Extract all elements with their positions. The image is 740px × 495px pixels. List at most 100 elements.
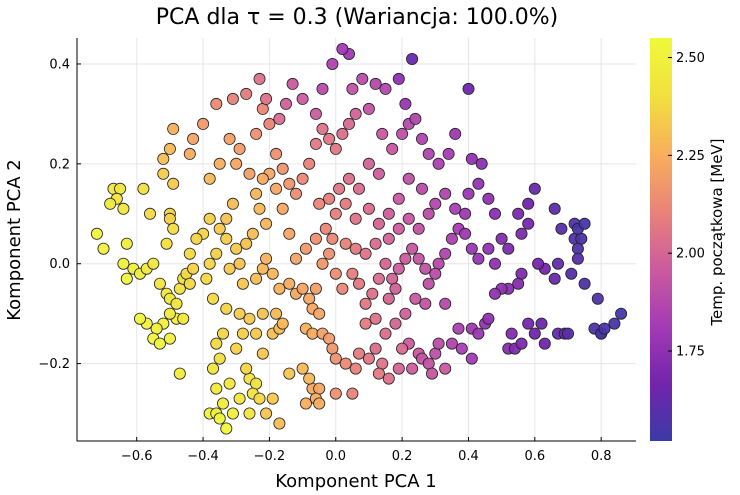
data-point	[309, 137, 322, 150]
data-point	[223, 377, 236, 390]
data-point	[256, 172, 269, 185]
data-point	[250, 187, 263, 200]
data-point	[296, 92, 309, 105]
data-point	[386, 272, 399, 285]
data-point	[548, 202, 561, 215]
data-point	[117, 202, 130, 215]
data-point	[273, 112, 286, 125]
data-point	[352, 182, 365, 195]
x-tick-label: 0.2	[392, 449, 413, 464]
data-point	[399, 252, 412, 265]
data-point	[522, 197, 535, 210]
data-point	[422, 147, 435, 160]
data-point	[359, 297, 372, 310]
data-point	[429, 197, 442, 210]
data-point	[505, 327, 518, 340]
data-point	[608, 317, 621, 330]
data-point	[535, 317, 548, 330]
data-point	[352, 347, 365, 360]
data-point	[276, 317, 289, 330]
data-point	[346, 82, 359, 95]
data-point	[190, 232, 203, 245]
data-point	[369, 342, 382, 355]
data-point	[465, 242, 478, 255]
data-point	[253, 72, 266, 85]
data-point	[342, 172, 355, 185]
data-point	[283, 367, 296, 380]
y-tick-label: 0.4	[49, 57, 70, 72]
data-point	[432, 257, 445, 270]
data-point	[578, 217, 591, 230]
data-point	[243, 312, 256, 325]
data-point	[515, 227, 528, 240]
data-point	[402, 212, 415, 225]
data-point	[571, 242, 584, 255]
data-point	[213, 222, 226, 235]
y-ticks: −0.2 0.0 0.2 0.4	[38, 57, 81, 372]
data-point	[459, 207, 472, 220]
data-point	[445, 232, 458, 245]
data-point	[104, 197, 117, 210]
data-point	[429, 347, 442, 360]
data-point	[552, 257, 565, 270]
colorbar-tick-label: 2.25	[676, 149, 705, 164]
data-point	[167, 222, 180, 235]
data-point	[349, 107, 362, 120]
data-point	[429, 267, 442, 280]
data-point	[439, 297, 452, 310]
data-point	[260, 252, 273, 265]
data-point	[409, 292, 422, 305]
data-point	[369, 77, 382, 90]
data-point	[286, 77, 299, 90]
data-point	[230, 342, 243, 355]
data-point	[319, 222, 332, 235]
data-point	[223, 262, 236, 275]
data-point	[226, 407, 239, 420]
data-point	[379, 82, 392, 95]
data-point	[372, 367, 385, 380]
data-point	[163, 142, 176, 155]
colorbar-label: Temp. początkowa [MeV]	[708, 138, 726, 326]
data-point	[562, 327, 575, 340]
data-point	[339, 357, 352, 370]
data-point	[379, 327, 392, 340]
data-point	[538, 337, 551, 350]
data-point	[512, 207, 525, 220]
data-point	[203, 212, 216, 225]
data-point	[392, 222, 405, 235]
data-point	[515, 337, 528, 350]
data-point	[439, 187, 452, 200]
data-point	[419, 262, 432, 275]
data-point	[482, 192, 495, 205]
data-point	[326, 232, 339, 245]
data-point	[260, 217, 273, 230]
data-point	[167, 122, 180, 135]
data-point	[256, 347, 269, 360]
data-point	[349, 362, 362, 375]
data-point	[230, 242, 243, 255]
data-point	[163, 307, 176, 320]
data-point	[187, 262, 200, 275]
data-point	[316, 257, 329, 270]
data-point	[210, 97, 223, 110]
data-point	[299, 242, 312, 255]
data-point	[250, 127, 263, 140]
data-point	[240, 237, 253, 250]
data-point	[256, 262, 269, 275]
data-point	[223, 132, 236, 145]
data-point	[216, 327, 229, 340]
plot-frame	[77, 38, 636, 441]
data-point	[336, 127, 349, 140]
data-point	[216, 397, 229, 410]
data-point	[482, 312, 495, 325]
data-point	[382, 372, 395, 385]
data-point	[270, 307, 283, 320]
data-point	[240, 362, 253, 375]
data-point	[528, 327, 541, 340]
data-point	[313, 382, 326, 395]
data-point	[303, 372, 316, 385]
data-point	[502, 242, 515, 255]
x-tick-label: 0.0	[325, 449, 346, 464]
data-point	[313, 307, 326, 320]
data-point	[522, 217, 535, 230]
